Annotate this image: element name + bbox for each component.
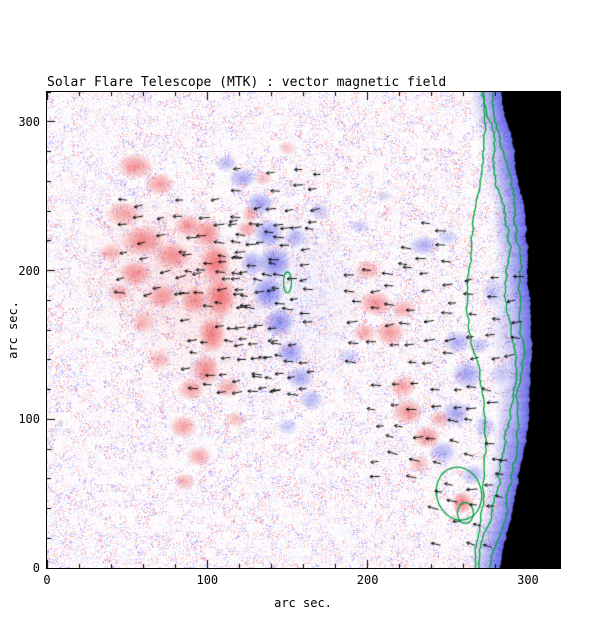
magnetogram-canvas <box>47 92 560 568</box>
y-tick-label: 0 <box>32 561 40 575</box>
chart-title: Solar Flare Telescope (MTK) : vector mag… <box>47 75 447 90</box>
x-tick-label: 200 <box>356 573 379 587</box>
y-axis-label: arc sec. <box>6 301 20 359</box>
y-tick-label: 300 <box>18 114 40 129</box>
y-tick-label: 100 <box>18 412 40 427</box>
plot-frame <box>46 91 561 569</box>
x-axis-label: arc sec. <box>274 596 332 610</box>
x-tick-label: 300 <box>517 573 539 587</box>
x-tick-label: 0 <box>43 573 51 587</box>
x-tick-label: 100 <box>196 573 219 587</box>
y-tick-label: 200 <box>18 263 40 278</box>
